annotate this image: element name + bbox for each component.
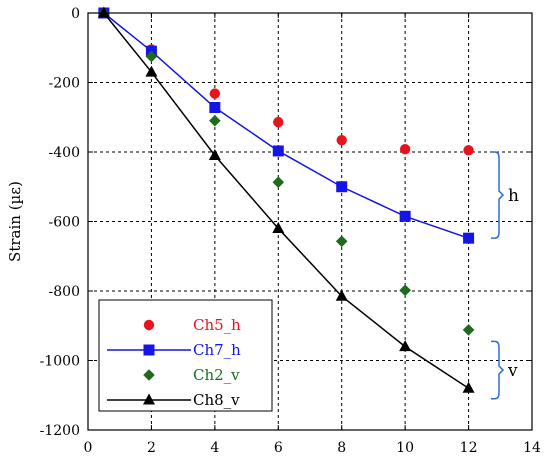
legend-marker-ch5-h [143,319,155,331]
legend-item-ch8-v: Ch8_v [107,391,240,409]
legend-marker-ch8-v [143,393,155,405]
data-point-ch7-h [399,210,411,222]
data-point-ch8-v [208,148,221,160]
y-tick-label: -200 [49,76,80,92]
legend-marker-ch2-v [143,369,155,381]
bracket-h [491,151,505,239]
series-ch8-v [97,6,475,393]
data-point-ch2-v [399,284,411,297]
x-tick-label: 14 [523,440,541,456]
data-point-ch7-h [209,102,221,114]
y-axis-label: Strain (µε) [6,181,24,262]
legend-label-ch8-v: Ch8_v [193,391,240,409]
data-point-ch8-v [399,340,412,352]
data-point-ch8-v [335,289,348,301]
legend-marker-ch7-h [143,344,155,356]
bracket-v [491,340,505,400]
data-point-ch5-h [463,145,474,156]
legend-label-ch5-h: Ch5_h [193,316,241,334]
y-tick-label: -1200 [40,423,80,439]
x-tick-label: 6 [274,440,283,456]
legend: Ch5_h Ch7_h Ch2_v Ch8_v [98,299,273,412]
series-ch7-h [98,7,475,244]
y-tick-label: -800 [49,284,80,300]
data-point-ch8-v [145,65,158,77]
x-tick-label: 8 [337,440,346,456]
bracket-label-v: v [507,361,518,381]
y-tick-label: 0 [71,6,80,22]
legend-item-ch5-h: Ch5_h [143,316,241,334]
data-point-ch8-v [272,221,285,233]
legend-item-ch2-v: Ch2_v [143,366,240,384]
data-point-ch5-h [273,116,284,128]
data-point-ch2-v [145,50,158,63]
data-point-ch7-h [272,145,284,157]
y-tick-label: -600 [49,215,80,231]
data-point-ch5-h [209,88,221,99]
legend-label-ch7-h: Ch7_h [193,341,241,359]
legend-box [98,299,273,412]
data-point-ch2-v [335,235,348,248]
x-tick-label: 2 [147,440,156,456]
legend-item-ch7-h: Ch7_h [107,341,241,359]
x-tick-label: 10 [396,440,414,456]
y-tick-label: -400 [49,145,80,161]
grid-lines [88,13,532,430]
bracket-label-h: h [508,186,519,206]
data-point-ch7-h [336,181,348,193]
data-point-ch8-v [462,381,475,393]
data-point-ch2-v [209,114,221,127]
data-point-ch2-v [272,176,285,189]
data-point-ch5-h [399,144,411,155]
series-ch2-v [98,7,475,336]
series-line-ch7-h [103,12,469,239]
y-tick-label: -1000 [40,354,80,370]
legend-label-ch2-v: Ch2_v [193,366,240,384]
bracket-annotations: hv [491,151,519,400]
x-tick-label: 12 [460,440,478,456]
x-tick-label: 0 [84,440,93,456]
data-point-ch5-h [336,134,347,146]
plot-frame [87,12,533,431]
data-point-ch8-v [97,6,110,18]
data-point-ch7-h [463,232,475,244]
series-ch5-h [98,7,474,156]
data-point-ch2-v [462,324,475,336]
x-tick-label: 4 [210,440,219,456]
axis-ticks: 0 2 4 6 8 10 12 14 0 -200 -400 -600 -800 -1000 -1200 [40,6,541,456]
